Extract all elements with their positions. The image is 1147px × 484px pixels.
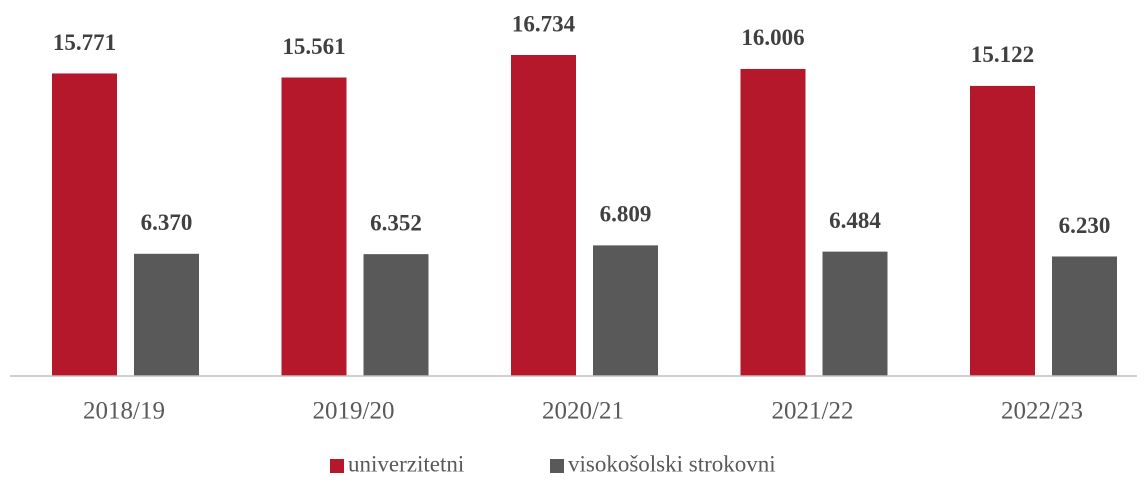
legend-swatch [330,459,344,473]
value-label: 6.809 [600,202,652,227]
value-label: 6.370 [141,210,193,235]
legend-label: visokošolski strokovni [568,451,776,476]
bar [281,77,347,377]
value-label: 15.771 [53,30,116,55]
x-tick-label: 2020/21 [542,398,624,425]
bar [740,68,806,377]
value-label: 6.484 [829,208,881,233]
value-label: 16.006 [741,25,804,50]
x-tick-label: 2021/22 [772,398,854,425]
x-tick-label: 2022/23 [1001,398,1083,425]
legend-swatch [550,459,564,473]
value-label: 6.230 [1059,213,1111,238]
x-tick-label: 2018/19 [83,398,165,425]
bar [52,73,117,376]
value-label: 16.734 [512,11,576,36]
bar [970,85,1035,377]
value-label: 15.122 [971,42,1034,67]
value-label: 6.352 [370,210,422,235]
bar [822,251,888,376]
bar [363,254,429,376]
bar [134,253,199,376]
value-label: 15.561 [282,34,345,59]
x-tick-label: 2019/20 [313,398,395,425]
bar [511,55,576,376]
bar [593,245,658,376]
legend-label: univerzitetni [348,451,464,476]
bar [1052,256,1117,376]
